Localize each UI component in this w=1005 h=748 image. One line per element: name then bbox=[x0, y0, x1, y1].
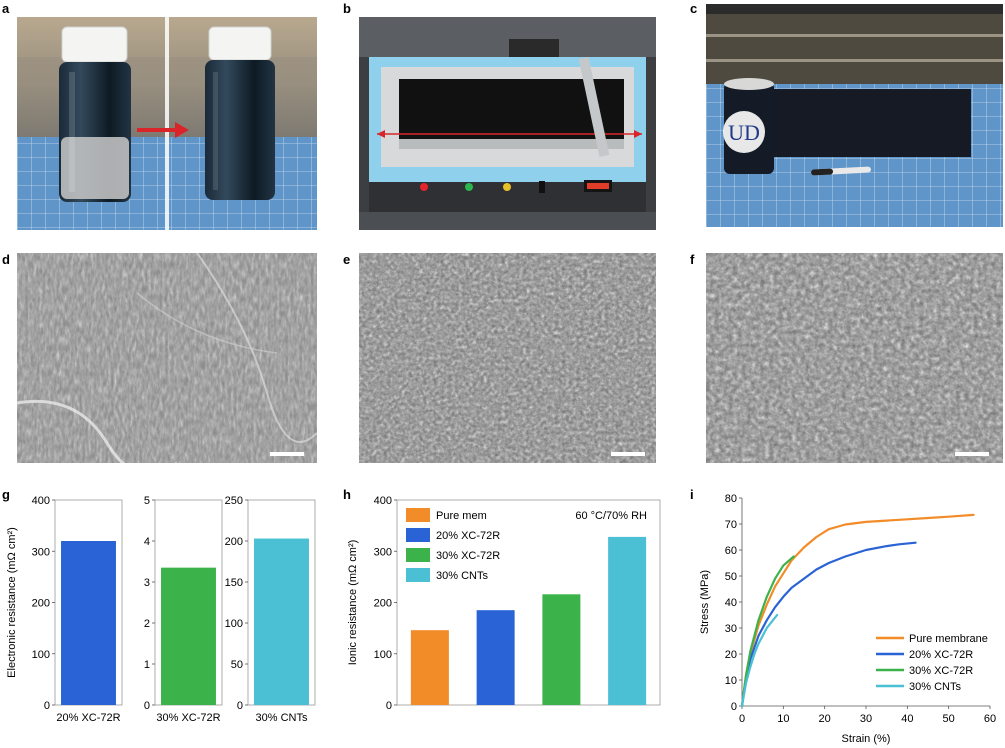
y-tick-label: 200 bbox=[374, 598, 392, 610]
panel-letter-e: e bbox=[343, 252, 351, 267]
ionic-resistance-chart: 0 100 200 300 400 Ionic resistance (mΩ cm²) Pu… bbox=[347, 495, 661, 712]
x-tick-label: 60 bbox=[984, 713, 996, 725]
sem-image-e bbox=[359, 253, 656, 463]
panel-letter-c: c bbox=[690, 1, 698, 16]
y-tick-label: 250 bbox=[225, 495, 243, 507]
panel-letter-i: i bbox=[690, 487, 694, 502]
panel-h-ionic-resistance: 0 100 200 300 400 Ionic resistance (mΩ cm²) Pu… bbox=[340, 480, 675, 748]
y-tick-label: 10 bbox=[725, 675, 737, 687]
scale-bar bbox=[955, 452, 989, 456]
bar bbox=[61, 541, 116, 705]
panel-letter-h: h bbox=[343, 487, 351, 502]
x-category-label: 30% CNTs bbox=[256, 712, 308, 724]
x-tick-label: 40 bbox=[901, 713, 913, 725]
sem-image-f bbox=[706, 253, 1003, 463]
bar bbox=[410, 630, 449, 705]
y-tick-label: 80 bbox=[725, 493, 737, 505]
y-tick-label: 20 bbox=[725, 649, 737, 661]
y-tick-label: 300 bbox=[32, 546, 50, 558]
y-tick-label: 100 bbox=[32, 649, 50, 661]
series-line bbox=[740, 513, 975, 708]
y-tick-label: 200 bbox=[225, 536, 243, 548]
series-line bbox=[740, 541, 917, 708]
x-tick-label: 10 bbox=[777, 713, 789, 725]
y-tick-label: 70 bbox=[725, 519, 737, 531]
bar bbox=[542, 594, 581, 705]
bar bbox=[476, 610, 515, 705]
y-tick-label: 50 bbox=[725, 571, 737, 583]
legend-label: 30% XC-72R bbox=[909, 665, 973, 677]
x-category-label: 20% XC-72R bbox=[56, 712, 120, 724]
y-tick-label: 150 bbox=[225, 577, 243, 589]
legend-label: 20% XC-72R bbox=[436, 530, 500, 542]
y-tick-label: 60 bbox=[725, 545, 737, 557]
x-axis-label: Strain (%) bbox=[842, 733, 891, 745]
bar bbox=[608, 536, 647, 705]
x-tick-label: 20 bbox=[819, 713, 831, 725]
electronic-resistance-charts: Electronic resistance (mΩ cm²)0100200300… bbox=[6, 495, 316, 724]
bar bbox=[254, 538, 309, 705]
y-tick-label: 0 bbox=[386, 700, 392, 712]
panel-letter-g: g bbox=[2, 487, 10, 502]
x-tick-label: 0 bbox=[739, 713, 745, 725]
panel-letter-d: d bbox=[2, 252, 10, 267]
y-tick-label: 50 bbox=[231, 659, 243, 671]
y-tick-label: 400 bbox=[374, 495, 392, 507]
photo-ink-vials bbox=[17, 17, 317, 230]
y-axis-label: Stress (MPa) bbox=[699, 570, 711, 634]
panel-letter-b: b bbox=[343, 1, 351, 16]
y-axis-label: Electronic resistance (mΩ cm²) bbox=[6, 527, 18, 678]
legend-label: 20% XC-72R bbox=[909, 649, 973, 661]
x-tick-label: 50 bbox=[943, 713, 955, 725]
university-logo: UD bbox=[728, 120, 760, 145]
y-tick-label: 100 bbox=[225, 618, 243, 630]
legend-label: 30% CNTs bbox=[909, 681, 961, 693]
series-line bbox=[740, 613, 779, 708]
panel-letter-f: f bbox=[690, 252, 695, 267]
x-tick-label: 30 bbox=[860, 713, 872, 725]
sem-image-d bbox=[17, 253, 317, 463]
legend-swatch bbox=[406, 508, 430, 522]
y-tick-label: 0 bbox=[44, 700, 50, 712]
series-line bbox=[740, 555, 795, 708]
panel-g-electronic-resistance: Electronic resistance (mΩ cm²) 0 100 200 300… bbox=[0, 480, 330, 748]
condition-annotation: 60 °C/70% RH bbox=[575, 510, 647, 522]
scale-bar bbox=[611, 452, 645, 456]
legend-swatch bbox=[406, 548, 430, 562]
photo-membrane-roll: UD bbox=[706, 4, 1003, 227]
legend-swatch bbox=[406, 568, 430, 582]
y-tick-label: 0 bbox=[237, 700, 243, 712]
y-tick-label: 0 bbox=[144, 700, 150, 712]
y-tick-label: 300 bbox=[374, 546, 392, 558]
y-tick-label: 5 bbox=[144, 495, 150, 507]
bar bbox=[161, 567, 216, 705]
y-tick-label: 4 bbox=[144, 536, 150, 548]
y-tick-label: 0 bbox=[731, 701, 737, 713]
y-tick-label: 40 bbox=[725, 597, 737, 609]
y-tick-label: 3 bbox=[144, 577, 150, 589]
legend-label: Pure membrane bbox=[909, 633, 988, 645]
photo-coating-apparatus bbox=[359, 17, 656, 230]
stress-strain-chart: 0 10 20 30 40 50 60 70 80 0 10 20 30 40 50 60 Strain (%)… bbox=[699, 493, 996, 745]
legend-swatch bbox=[406, 528, 430, 542]
y-tick-label: 1 bbox=[144, 659, 150, 671]
y-tick-label: 2 bbox=[144, 618, 150, 630]
x-category-label: 30% XC-72R bbox=[156, 712, 220, 724]
legend-label: Pure mem bbox=[436, 510, 487, 522]
panel-letter-a: a bbox=[2, 1, 10, 16]
scale-bar bbox=[270, 452, 304, 456]
y-axis-label: Ionic resistance (mΩ cm²) bbox=[347, 540, 359, 666]
y-tick-label: 400 bbox=[32, 495, 50, 507]
legend-label: 30% XC-72R bbox=[436, 550, 500, 562]
y-tick-label: 30 bbox=[725, 623, 737, 635]
y-tick-label: 200 bbox=[32, 598, 50, 610]
legend-label: 30% CNTs bbox=[436, 570, 488, 582]
y-tick-label: 100 bbox=[374, 649, 392, 661]
panel-i-stress-strain: 0 10 20 30 40 50 60 70 80 0 10 20 30 40 50 60 Strain (%)… bbox=[690, 480, 1005, 748]
